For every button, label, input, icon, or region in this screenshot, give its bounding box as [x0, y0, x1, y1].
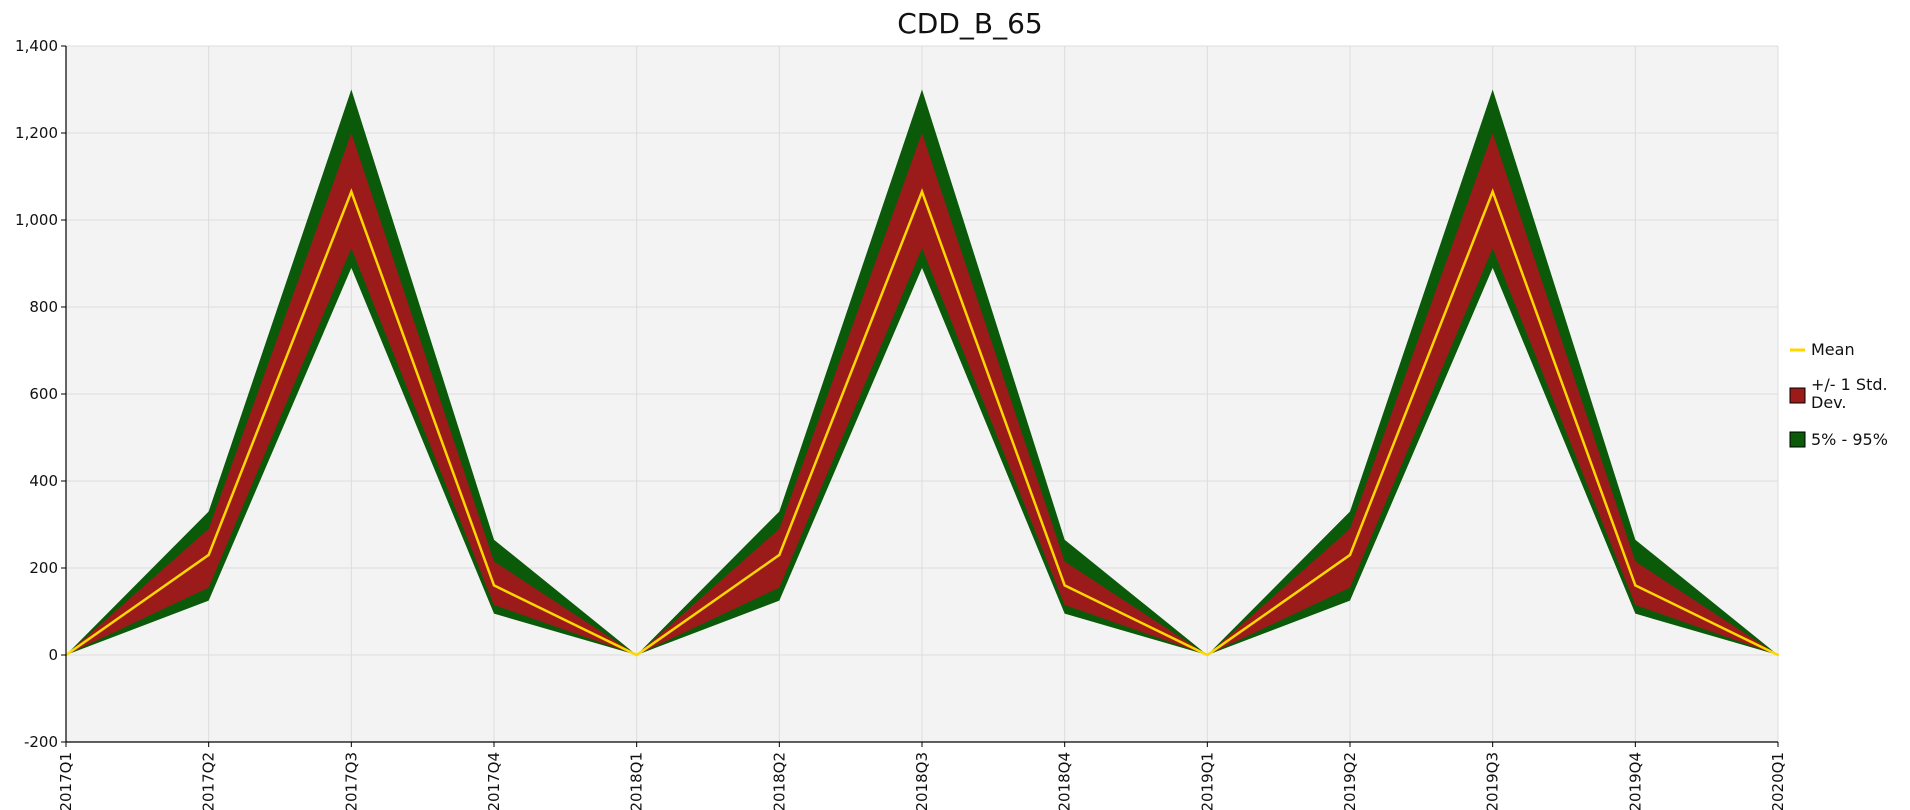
x-tick-label: 2017Q3 [342, 752, 360, 810]
y-tick-label: 600 [29, 385, 58, 403]
y-tick-label: 1,400 [15, 37, 58, 55]
mean-line-layer [64, 188, 1780, 657]
chart-title: CDD_B_65 [897, 7, 1043, 40]
legend: Mean +/- 1 Std. Dev. 5% - 95% [1789, 340, 1893, 449]
y-tick-label: 1,200 [15, 124, 58, 142]
band-5-95-percentile [66, 89, 1778, 655]
y-tick-label: 0 [48, 646, 58, 664]
legend-label-percentile: 5% - 95% [1811, 430, 1888, 449]
mean-point [1634, 584, 1637, 587]
mean-point [1776, 653, 1780, 657]
y-tick-label: 1,000 [15, 211, 58, 229]
x-tick-label: 2019Q4 [1626, 752, 1644, 810]
mean-point [492, 584, 496, 587]
legend-swatch-std-dev [1789, 387, 1806, 404]
x-tick-label: 2017Q4 [485, 752, 503, 810]
x-tick-label: 2018Q2 [770, 752, 788, 810]
x-tick-label: 2017Q1 [57, 752, 75, 810]
x-tick-label: 2020Q1 [1769, 752, 1787, 810]
outer-band-layer [66, 89, 1778, 655]
y-tick-label: 800 [29, 298, 58, 316]
band-std-dev [66, 133, 1778, 655]
legend-item-std-dev: +/- 1 Std. Dev. [1789, 375, 1893, 412]
y-tick-label: 200 [29, 559, 58, 577]
inner-band-layer [66, 133, 1778, 655]
mean-point [778, 553, 781, 557]
axes [61, 45, 1779, 747]
x-tick-label: 2018Q3 [913, 752, 931, 810]
y-tick-label: -200 [24, 733, 58, 751]
mean-point [1206, 653, 1209, 657]
x-tick-label: 2018Q4 [1056, 752, 1074, 810]
x-tick-label: 2017Q2 [200, 752, 218, 810]
mean-point [1491, 190, 1494, 193]
legend-item-mean: Mean [1790, 340, 1855, 359]
legend-label-mean: Mean [1811, 340, 1855, 359]
y-tick-labels: -200 0 200 400 600 800 1,000 1,200 1,400 [15, 37, 58, 751]
mean-point [207, 553, 210, 557]
legend-swatch-percentile [1789, 431, 1806, 448]
y-tick-label: 400 [29, 472, 58, 490]
legend-label-std-dev: +/- 1 Std. Dev. [1811, 375, 1893, 412]
x-tick-label: 2018Q1 [628, 752, 646, 810]
mean-point [1063, 584, 1066, 587]
x-tick-label: 2019Q2 [1341, 752, 1359, 810]
mean-point [350, 190, 353, 193]
x-tick-label: 2019Q1 [1198, 752, 1216, 810]
legend-item-percentile: 5% - 95% [1789, 430, 1888, 449]
x-tick-labels: 2017Q1 2017Q2 2017Q3 2017Q4 2018Q1 2018Q2 2018… [57, 752, 1787, 810]
mean-point [635, 653, 638, 657]
x-tick-label: 2019Q3 [1484, 752, 1502, 810]
mean-point [920, 190, 924, 193]
mean-point [1348, 553, 1352, 557]
